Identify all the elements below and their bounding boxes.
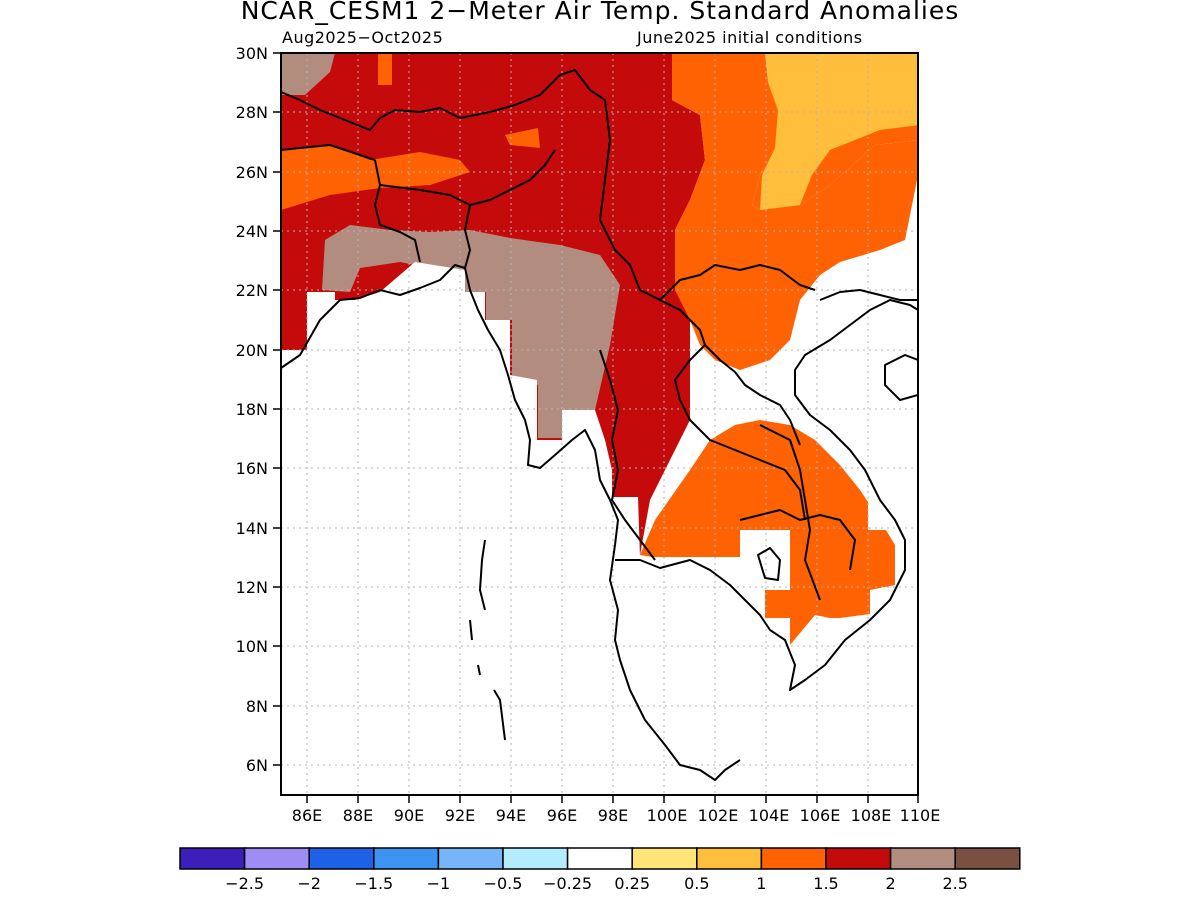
map-frame <box>280 52 919 796</box>
lon-tick-label: 102E <box>698 806 739 825</box>
map-title: NCAR_CESM1 2−Meter Air Temp. Standard An… <box>240 0 960 25</box>
lat-tick-label: 14N <box>236 519 268 538</box>
lat-tick-label: 26N <box>236 163 268 182</box>
anomaly-region-high <box>378 53 392 85</box>
colorbar-label: −2.5 <box>225 874 264 893</box>
lon-tick-label: 92E <box>445 806 475 825</box>
coastlines-and-borders <box>281 69 918 781</box>
lat-tick-label: 10N <box>236 637 268 656</box>
colorbar-swatch <box>825 847 892 870</box>
colorbar-swatch <box>437 847 504 870</box>
colorbar-label: −0.5 <box>484 874 523 893</box>
anomaly-region-high <box>505 128 540 148</box>
colorbar-swatch <box>696 847 763 870</box>
lat-tick-label: 16N <box>236 459 268 478</box>
colorbar-label: 0.25 <box>614 874 650 893</box>
colorbar-label: 0.5 <box>684 874 709 893</box>
valid-period-label: Aug2025−Oct2025 <box>282 28 444 47</box>
colorbar-label: 2.5 <box>942 874 967 893</box>
colorbar-label: −1 <box>427 874 451 893</box>
lat-tick-label: 24N <box>236 222 268 241</box>
colorbar: −2.5 −2 −1.5 −1 −0.5 −0.25 0.25 0.5 1 1.5 2 2.5 <box>179 847 1021 893</box>
ocean-no-data <box>792 290 918 530</box>
colorbar-swatch <box>179 847 246 870</box>
lon-tick-label: 98E <box>598 806 628 825</box>
colorbar-label: 2 <box>886 874 896 893</box>
lon-tick-label: 96E <box>547 806 577 825</box>
colorbar-swatch <box>566 847 633 870</box>
lat-tick-label: 28N <box>236 103 268 122</box>
lon-tick-label: 88E <box>343 806 373 825</box>
lat-tick-label: 22N <box>236 281 268 300</box>
colorbar-swatch <box>373 847 440 870</box>
lat-tick-label: 12N <box>236 578 268 597</box>
colorbar-label: 1.5 <box>813 874 838 893</box>
lat-tick-label: 30N <box>236 44 268 63</box>
colorbar-swatch <box>954 847 1021 870</box>
lon-tick-label: 86E <box>292 806 322 825</box>
anomaly-region-extreme <box>281 53 335 95</box>
colorbar-swatch <box>243 847 310 870</box>
colorbar-swatch <box>631 847 698 870</box>
lon-tick-label: 106E <box>800 806 841 825</box>
lat-tick-label: 6N <box>246 756 268 775</box>
lon-tick-label: 90E <box>394 806 424 825</box>
lon-tick-label: 104E <box>749 806 790 825</box>
colorbar-swatch <box>889 847 956 870</box>
colorbar-swatch <box>760 847 827 870</box>
lon-tick-label: 94E <box>496 806 526 825</box>
colorbar-label: −1.5 <box>354 874 393 893</box>
latitude-axis: 30N 28N 26N 24N 22N 20N 18N 16N 14N 12N … <box>236 44 281 775</box>
lat-tick-label: 20N <box>236 341 268 360</box>
anomaly-region-high <box>281 145 470 210</box>
anomaly-region-high <box>672 53 918 370</box>
longitude-axis: 86E 88E 90E 92E 94E 96E 98E 100E 102E 10… <box>292 795 941 825</box>
colorbar-swatch <box>502 847 569 870</box>
colorbar-label: −0.25 <box>543 874 592 893</box>
initial-conditions-label: June2025 initial conditions <box>637 28 863 47</box>
lat-tick-label: 8N <box>246 697 268 716</box>
colorbar-label: −2 <box>297 874 321 893</box>
lat-tick-label: 18N <box>236 400 268 419</box>
colorbar-label: 1 <box>756 874 766 893</box>
anomaly-region-moderate <box>760 53 918 210</box>
lon-tick-label: 100E <box>647 806 688 825</box>
lon-tick-label: 108E <box>851 806 892 825</box>
lon-tick-label: 110E <box>900 806 941 825</box>
anomaly-region-extreme <box>322 225 620 438</box>
colorbar-swatch <box>308 847 375 870</box>
